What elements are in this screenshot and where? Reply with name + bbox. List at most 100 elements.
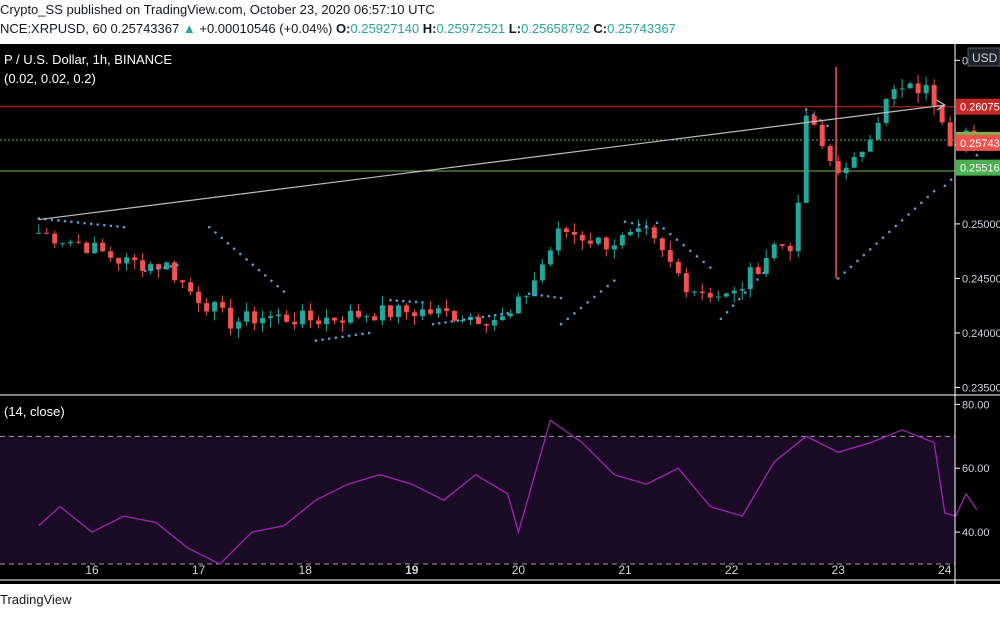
sar-dot <box>534 293 537 296</box>
sar-dot <box>96 223 100 226</box>
rsi-line <box>38 419 978 565</box>
price-pane[interactable] <box>0 44 955 394</box>
sar-dot <box>395 299 399 302</box>
sar-dot <box>462 318 466 321</box>
candle-body <box>875 122 881 140</box>
sar-dot <box>836 277 840 280</box>
sar-dot <box>327 337 331 340</box>
candle-body <box>867 139 873 152</box>
candle-body <box>212 302 218 312</box>
candle-body <box>395 305 401 318</box>
candle-body <box>843 167 849 174</box>
last-price: 0.25743367 <box>110 21 180 36</box>
candle-body <box>84 242 90 254</box>
candle-body <box>156 264 162 270</box>
rsi-tick-label: 60.00 <box>962 463 990 475</box>
trendline <box>38 104 945 221</box>
sar-dot <box>50 218 54 222</box>
sar-dot <box>527 292 531 295</box>
sar-dot <box>613 279 616 282</box>
sar-dot <box>826 124 829 128</box>
sar-dot <box>354 333 358 337</box>
candle-body <box>531 280 537 297</box>
currency-badge[interactable]: USD <box>972 51 998 65</box>
open-value: 0.25927140 <box>350 21 420 36</box>
sar-dot <box>731 304 735 307</box>
footer-brand: TradingView <box>0 592 72 607</box>
sar-dot <box>89 222 93 226</box>
sar-dot <box>559 322 563 326</box>
candle-body <box>539 264 545 281</box>
sar-dot <box>414 300 418 304</box>
candle-body <box>707 293 713 298</box>
candle-body <box>787 245 793 252</box>
candle-body <box>371 316 377 321</box>
sar-dot <box>868 248 872 251</box>
candle-body <box>140 260 146 271</box>
candle-body <box>771 244 777 258</box>
candle-body <box>699 291 705 294</box>
time-tick-label: 19 <box>405 563 419 577</box>
sar-dot <box>719 317 723 321</box>
candle-body <box>627 231 633 236</box>
candle-body <box>851 157 857 168</box>
sar-dot <box>695 255 699 258</box>
sar-dot <box>83 221 86 225</box>
sar-dot <box>669 232 672 236</box>
candle-body <box>332 317 338 321</box>
sar-dot <box>862 253 866 257</box>
sar-dot <box>506 312 510 315</box>
sar-dot <box>475 316 478 320</box>
sar-dot <box>63 219 67 223</box>
candle-body <box>931 84 937 106</box>
sar-dot <box>214 231 217 234</box>
candle-body <box>547 250 553 265</box>
symbol-info: NCE:XRPUSD, 60 <box>0 21 107 36</box>
candle-body <box>755 267 761 274</box>
sar-dot <box>688 249 692 253</box>
sar-dot <box>913 207 917 210</box>
candle-body <box>595 237 601 244</box>
sar-dot <box>487 314 491 318</box>
time-tick-label: 16 <box>85 563 99 577</box>
sar-dot <box>57 219 60 222</box>
price-badge-box <box>956 134 1000 151</box>
sar-dot <box>469 317 472 321</box>
sar-dot <box>708 266 712 269</box>
candle-body <box>124 257 130 264</box>
chart-panel[interactable]: 0.265000.250000.245000.240000.2350080.00… <box>0 44 1000 584</box>
sar-dot <box>750 284 753 288</box>
candle-body <box>891 89 897 99</box>
sar-dot <box>975 153 979 157</box>
sar-dot <box>282 290 286 293</box>
candle-body <box>92 242 98 254</box>
low-value: 0.25658792 <box>521 21 590 36</box>
currency-badge-box[interactable] <box>967 47 1000 67</box>
sar-dot <box>144 269 147 273</box>
sar-dot <box>163 266 166 269</box>
candle-body <box>675 261 681 274</box>
price-badge-label: 0.26075 <box>960 102 1000 114</box>
candle-body <box>268 316 274 318</box>
chart-svg[interactable]: 0.265000.250000.245000.240000.2350080.00… <box>0 44 1000 584</box>
candle-body <box>555 228 561 251</box>
sar-dot <box>245 258 248 261</box>
price-tick-label: 0.24500 <box>962 273 1000 285</box>
sar-dot <box>725 310 729 314</box>
sar-dot <box>682 243 685 247</box>
candle-body <box>300 310 306 325</box>
sar-legend: (0.02, 0.02, 0.2) <box>4 71 96 86</box>
time-tick-label: 20 <box>512 563 526 577</box>
up-arrow-icon: ▲ <box>182 21 196 36</box>
candle-body <box>316 320 322 325</box>
time-tick-label: 22 <box>725 563 739 577</box>
candle-body <box>739 289 745 291</box>
sar-dot <box>920 201 923 205</box>
candle-body <box>132 257 138 261</box>
candle-body <box>116 257 122 264</box>
sar-dot <box>500 312 503 316</box>
candle-body <box>587 240 593 244</box>
sar-dot <box>251 263 255 267</box>
candle-body <box>643 227 649 229</box>
candle-body <box>244 311 250 322</box>
